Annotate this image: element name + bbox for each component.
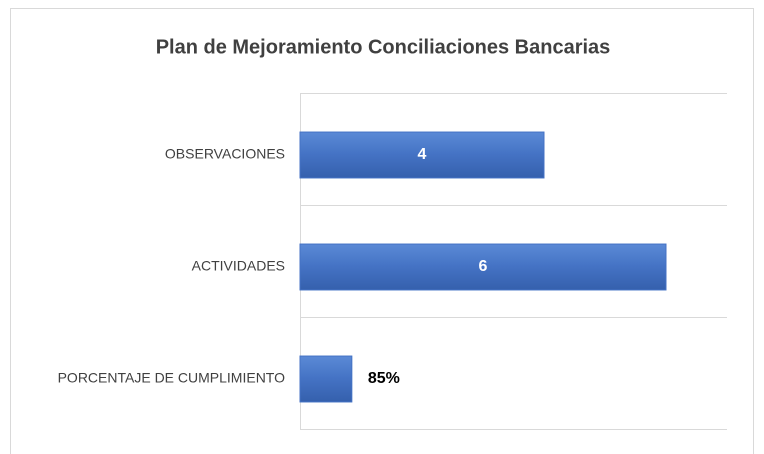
- chart-border: [10, 8, 754, 454]
- bar: [299, 131, 545, 179]
- data-label: 6: [479, 258, 488, 275]
- bar: [299, 355, 353, 403]
- y-tick-label: ACTIVIDADES: [192, 258, 285, 274]
- chart-title: Plan de Mejoramiento Conciliaciones Banc…: [156, 36, 611, 58]
- data-label: 85%: [368, 370, 400, 387]
- y-tick-label: OBSERVACIONES: [165, 146, 285, 162]
- bar: [299, 243, 667, 291]
- y-tick-label: PORCENTAJE DE CUMPLIMIENTO: [58, 370, 286, 386]
- data-label: 4: [418, 146, 427, 163]
